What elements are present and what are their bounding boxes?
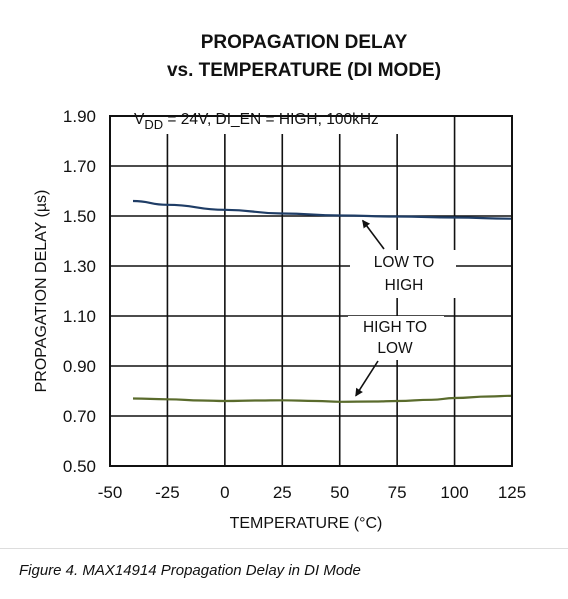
low-to-high-label-background <box>350 250 456 298</box>
chart-title-line-2: vs. TEMPERATURE (DI MODE) <box>167 60 441 81</box>
plot-frame <box>109 115 513 467</box>
y-tick-label: 1.30 <box>63 257 96 276</box>
low-to-high-line <box>132 199 513 220</box>
y-axis-title: PROPAGATION DELAY (µs) <box>33 190 50 393</box>
x-tick-label: -50 <box>98 483 123 502</box>
high-to-low-label-background <box>348 316 444 360</box>
x-tick-label: 25 <box>273 483 292 502</box>
x-tick-label: 75 <box>388 483 407 502</box>
y-tick-label: 0.70 <box>63 407 96 426</box>
y-tick-label: 1.50 <box>63 207 96 226</box>
high-to-low-line <box>132 394 513 403</box>
chart-title-line-1: PROPAGATION DELAY <box>201 32 408 53</box>
tick-labels: -50 -25 0 25 50 75 100 125 0.50 0.70 0.90 1.10 1.30 1… <box>63 107 526 502</box>
x-axis-title: TEMPERATURE (°C) <box>230 515 383 532</box>
x-tick-label: 125 <box>498 483 526 502</box>
high-to-low-label-line-1: HIGH TO <box>363 319 427 336</box>
low-to-high-label-line-1: LOW TO <box>374 254 435 271</box>
low-to-high-pointer-arrow <box>362 219 385 250</box>
x-tick-label: 50 <box>330 483 349 502</box>
series-lines <box>132 199 513 403</box>
figure-caption: Figure 4. MAX14914 Propagation Delay in … <box>19 562 361 579</box>
x-tick-label: -25 <box>155 483 180 502</box>
y-tick-label: 0.90 <box>63 357 96 376</box>
propagation-delay-chart: PROPAGATION DELAY vs. TEMPERATURE (DI MO… <box>33 32 526 532</box>
y-tick-label: 0.50 <box>63 457 96 476</box>
x-tick-label: 100 <box>440 483 468 502</box>
high-to-low-label-line-2: LOW <box>377 340 413 357</box>
y-tick-label: 1.10 <box>63 307 96 326</box>
caption-divider <box>0 548 568 549</box>
y-tick-label: 1.70 <box>63 157 96 176</box>
low-to-high-label-line-2: HIGH <box>385 277 424 294</box>
x-tick-label: 0 <box>220 483 229 502</box>
high-to-low-pointer-arrow <box>355 360 379 397</box>
y-tick-label: 1.90 <box>63 107 96 126</box>
